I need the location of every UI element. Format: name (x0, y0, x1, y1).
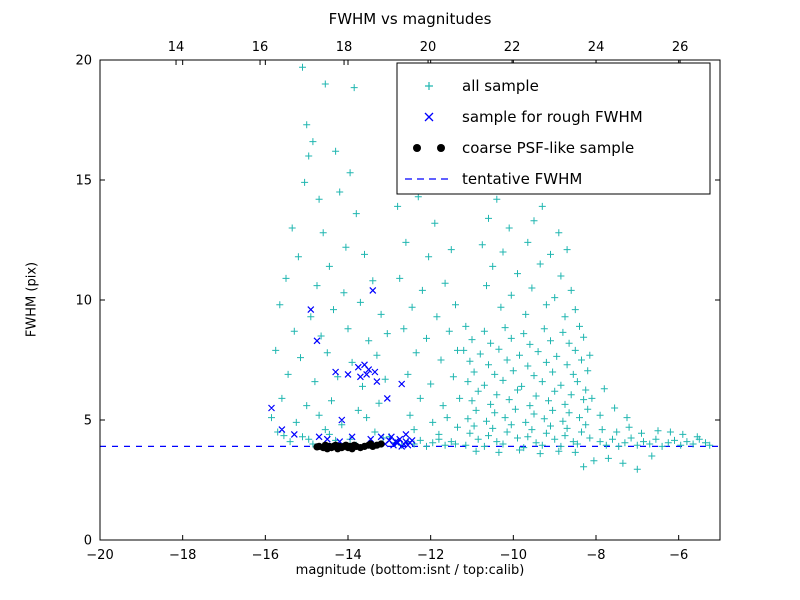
svg-text:−6: −6 (669, 548, 688, 563)
svg-text:24: 24 (588, 40, 605, 55)
x-axis-label: magnitude (bottom:isnt / top:calib) (295, 563, 525, 578)
y-axis-ticks (100, 59, 720, 541)
svg-text:−20: −20 (86, 548, 113, 563)
rough-fwhm-markers (268, 286, 416, 450)
svg-text:20: 20 (75, 54, 92, 69)
legend: all sample sample for rough FWHM coarse PS… (396, 62, 711, 195)
svg-text:0: 0 (84, 534, 92, 549)
legend-circle-markers (413, 144, 445, 152)
svg-text:−14: −14 (334, 548, 361, 563)
legend-entry-label: all sample (462, 77, 539, 95)
svg-text:10: 10 (75, 294, 92, 309)
svg-text:−8: −8 (586, 548, 605, 563)
legend-entry-label: coarse PSF-like sample (462, 139, 634, 157)
svg-text:14: 14 (168, 40, 185, 55)
legend-box (396, 62, 711, 195)
svg-text:−12: −12 (417, 548, 444, 563)
y-axis-tick-labels: 0 5 10 15 20 (75, 54, 92, 549)
bottom-axis-ticks (99, 60, 680, 540)
svg-text:20: 20 (420, 40, 437, 55)
bottom-axis-tick-labels: −20 −18 −16 −14 −12 −10 −8 −6 (86, 548, 688, 563)
svg-text:5: 5 (84, 414, 92, 429)
psf-like-markers (313, 440, 385, 453)
top-axis-tick-labels: 14 16 18 20 22 24 26 (168, 40, 689, 55)
legend-entry-label: tentative FWHM (462, 170, 582, 188)
svg-text:−16: −16 (252, 548, 279, 563)
svg-text:15: 15 (75, 174, 92, 189)
legend-entry-label: sample for rough FWHM (462, 108, 643, 126)
chart-title: FWHM vs magnitudes (328, 10, 492, 28)
svg-text:16: 16 (252, 40, 269, 55)
legend-plus-marker (425, 82, 433, 90)
svg-text:18: 18 (336, 40, 353, 55)
svg-text:26: 26 (672, 40, 689, 55)
legend-x-marker (424, 112, 434, 122)
svg-text:22: 22 (504, 40, 521, 55)
svg-text:−10: −10 (500, 548, 527, 563)
y-axis-label: FWHM (pix) (24, 261, 40, 338)
svg-text:−18: −18 (169, 548, 196, 563)
